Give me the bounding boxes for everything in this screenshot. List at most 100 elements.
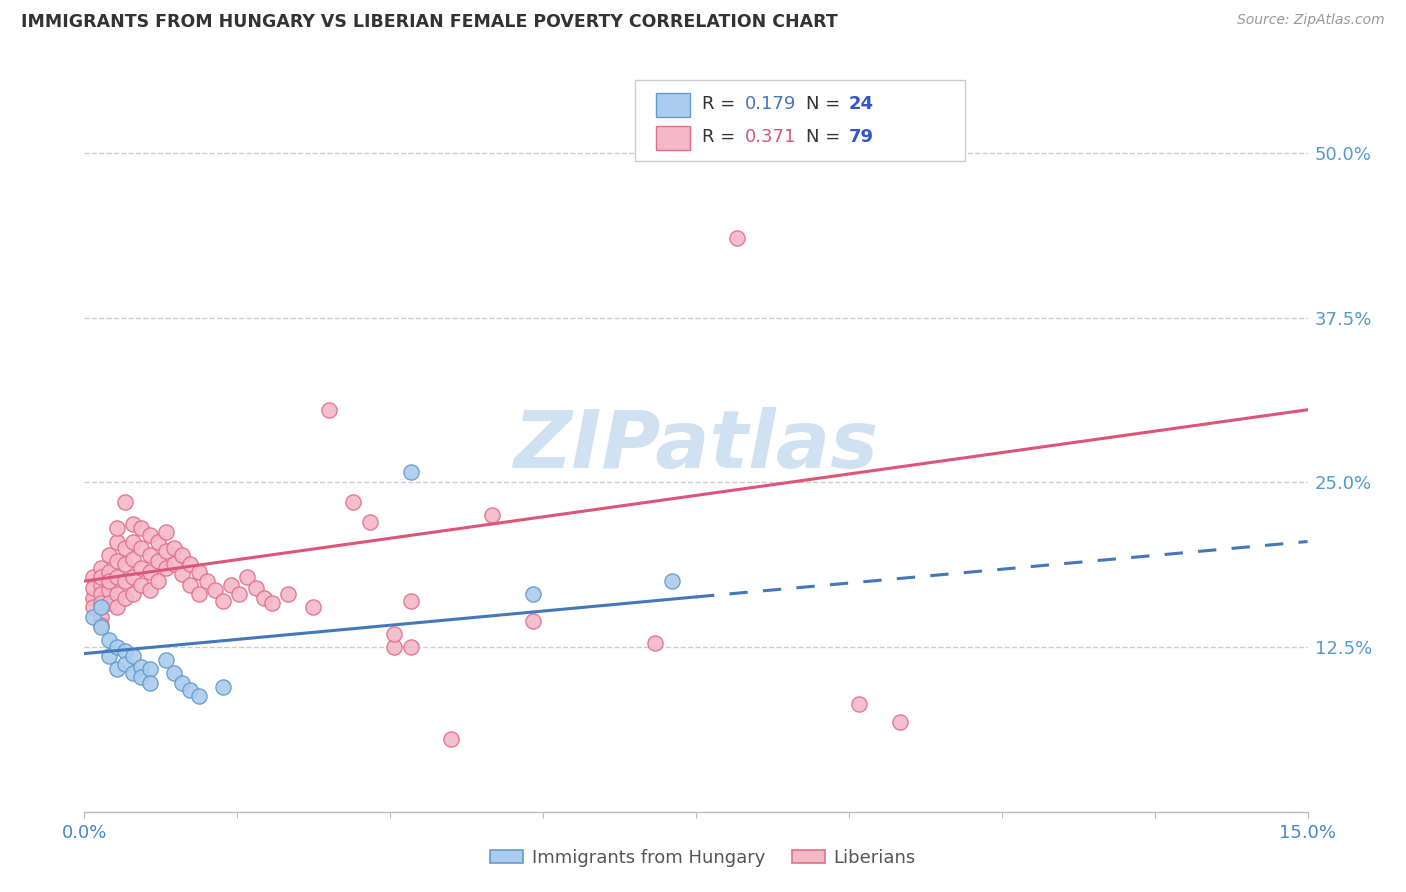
Point — [848, 697, 870, 711]
Point — [253, 591, 276, 606]
Point — [131, 541, 153, 556]
Point — [644, 636, 666, 650]
Point — [138, 675, 160, 690]
Point — [155, 525, 177, 540]
Point — [212, 594, 235, 608]
Point — [82, 591, 104, 606]
Point — [90, 620, 112, 634]
Point — [97, 583, 120, 598]
Point — [90, 609, 112, 624]
Point — [105, 662, 128, 676]
Point — [131, 561, 153, 575]
Point — [122, 517, 145, 532]
Text: R =: R = — [702, 128, 741, 146]
Point — [105, 534, 128, 549]
Point — [90, 597, 112, 611]
Text: N =: N = — [806, 95, 846, 112]
Point — [82, 581, 104, 595]
Point — [399, 465, 422, 479]
Point — [359, 515, 381, 529]
Point — [522, 614, 544, 628]
Point — [725, 231, 748, 245]
Point — [187, 689, 209, 703]
Point — [146, 554, 169, 568]
Text: Source: ZipAtlas.com: Source: ZipAtlas.com — [1237, 13, 1385, 28]
Point — [172, 567, 194, 582]
Point — [342, 495, 364, 509]
Point — [440, 732, 463, 747]
Point — [138, 528, 160, 542]
Point — [114, 495, 136, 509]
Point — [105, 554, 128, 568]
Point — [114, 591, 136, 606]
Point — [155, 653, 177, 667]
Point — [399, 594, 422, 608]
Point — [131, 578, 153, 592]
Point — [146, 534, 169, 549]
Point — [163, 541, 186, 556]
Point — [219, 578, 242, 592]
Point — [105, 570, 128, 584]
Point — [105, 600, 128, 615]
Bar — [655, 93, 690, 117]
Point — [90, 587, 112, 601]
Point — [138, 548, 160, 562]
Text: R =: R = — [702, 95, 741, 112]
Point — [114, 541, 136, 556]
Point — [301, 600, 323, 615]
Point — [82, 570, 104, 584]
Point — [245, 581, 267, 595]
Point — [889, 715, 911, 730]
Point — [97, 574, 120, 588]
Point — [155, 561, 177, 575]
Point — [382, 627, 405, 641]
Point — [114, 557, 136, 571]
Point — [90, 600, 112, 615]
Point — [138, 583, 160, 598]
Point — [212, 680, 235, 694]
Text: 0.179: 0.179 — [745, 95, 796, 112]
Text: IMMIGRANTS FROM HUNGARY VS LIBERIAN FEMALE POVERTY CORRELATION CHART: IMMIGRANTS FROM HUNGARY VS LIBERIAN FEMA… — [21, 13, 838, 31]
Point — [172, 675, 194, 690]
Point — [481, 508, 503, 523]
Point — [97, 548, 120, 562]
Point — [179, 578, 201, 592]
Point — [138, 662, 160, 676]
Point — [97, 597, 120, 611]
Point — [82, 600, 104, 615]
Point — [131, 521, 153, 535]
Point — [122, 551, 145, 566]
Point — [661, 574, 683, 588]
Point — [382, 640, 405, 654]
Text: 79: 79 — [849, 128, 875, 146]
Point — [97, 633, 120, 648]
Point — [105, 587, 128, 601]
Point — [122, 587, 145, 601]
Point — [318, 402, 340, 417]
Point — [122, 534, 145, 549]
Point — [163, 666, 186, 681]
Text: N =: N = — [806, 128, 846, 146]
Point — [522, 587, 544, 601]
Point — [179, 557, 201, 571]
Point — [277, 587, 299, 601]
Point — [105, 521, 128, 535]
Point — [131, 659, 153, 673]
Point — [122, 649, 145, 664]
Point — [236, 570, 259, 584]
Point — [122, 570, 145, 584]
Point — [399, 640, 422, 654]
Point — [90, 578, 112, 592]
Point — [260, 597, 283, 611]
Point — [187, 587, 209, 601]
Point — [97, 649, 120, 664]
Point — [179, 683, 201, 698]
Point — [82, 609, 104, 624]
Point — [114, 644, 136, 658]
Point — [155, 543, 177, 558]
Point — [114, 574, 136, 588]
FancyBboxPatch shape — [636, 80, 965, 161]
Point — [172, 548, 194, 562]
Point — [187, 565, 209, 579]
Bar — [655, 126, 690, 150]
